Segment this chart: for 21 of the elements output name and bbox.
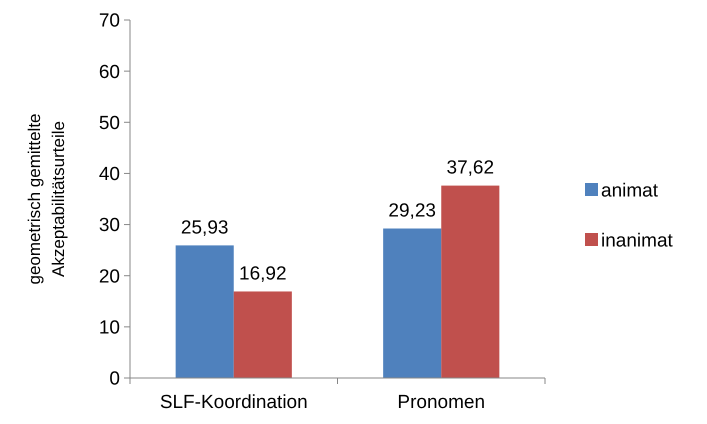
data-label: 16,92 — [239, 263, 287, 284]
y-tick-label: 0 — [109, 368, 120, 390]
data-label: 29,23 — [388, 200, 436, 222]
x-tick-label: Pronomen — [397, 392, 486, 413]
y-tick-label: 60 — [98, 62, 120, 83]
bar — [176, 245, 234, 378]
x-tick-label: SLF-Koordination — [160, 392, 308, 413]
bar — [383, 228, 442, 378]
legend-label: inanimat — [601, 230, 674, 252]
y-tick-label: 40 — [98, 164, 120, 186]
bar — [441, 186, 500, 378]
y-tick-label: 20 — [98, 266, 120, 288]
y-tick-label: 30 — [98, 215, 120, 236]
y-tick-label: 70 — [98, 10, 120, 32]
legend-label: animat — [601, 180, 659, 202]
bar — [234, 291, 292, 378]
data-label: 37,62 — [446, 158, 494, 179]
y-tick-label: 50 — [98, 112, 120, 134]
y-axis-title: geometrisch gemittelte Akzeptabilitätsurteile — [25, 113, 68, 285]
data-label: 25,93 — [180, 217, 228, 238]
y-tick-label: 10 — [98, 318, 120, 339]
